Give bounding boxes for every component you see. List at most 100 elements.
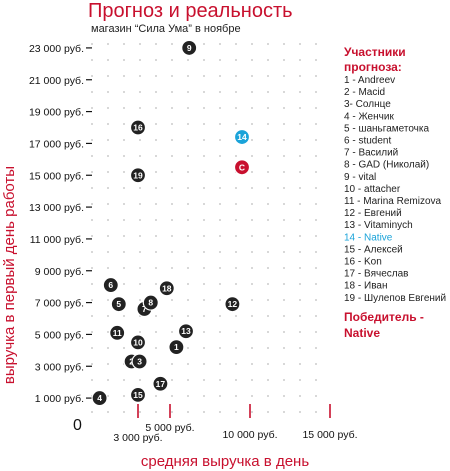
point-marker	[224, 296, 241, 313]
grid-dot	[155, 91, 157, 93]
grid-dot	[203, 251, 205, 253]
grid-dot	[91, 379, 93, 381]
grid-dot	[251, 331, 253, 333]
grid-dot	[251, 91, 253, 93]
grid-dot	[267, 187, 269, 189]
grid-dot	[203, 331, 205, 333]
origin-label: 0	[73, 417, 82, 434]
y-axis-title: выручка в первый день работы	[1, 166, 18, 384]
grid-dot	[219, 155, 221, 157]
grid-dot	[251, 75, 253, 77]
grid-dot	[123, 123, 125, 125]
grid-dot	[267, 75, 269, 77]
grid-dot	[283, 171, 285, 173]
grid-dot	[187, 379, 189, 381]
x-tick-label: 10 000 руб.	[222, 429, 277, 441]
grid-dot	[299, 267, 301, 269]
y-tick-label: 19 000 руб.	[29, 107, 84, 119]
grid-dot	[267, 363, 269, 365]
legend-item: 5 - шаньгаметочка	[344, 123, 429, 134]
legend-item: 14 - Native	[344, 232, 393, 243]
data-point-11: 11	[109, 324, 126, 341]
grid-dot	[123, 75, 125, 77]
grid-dot	[139, 187, 141, 189]
y-tick-label: 7 000 руб.	[35, 298, 84, 310]
grid-dot	[283, 43, 285, 45]
point-label: 13	[181, 326, 191, 336]
grid-dot	[203, 219, 205, 221]
grid-dot	[267, 235, 269, 237]
grid-dot	[139, 299, 141, 301]
point-marker	[181, 39, 198, 57]
grid-dot	[171, 187, 173, 189]
grid-dot	[203, 203, 205, 205]
grid-dot	[171, 411, 173, 413]
grid-dot	[107, 59, 109, 61]
grid-dot	[155, 331, 157, 333]
grid-dot	[139, 107, 141, 109]
point-label: 10	[133, 337, 143, 347]
grid-dot	[91, 75, 93, 77]
winner-line1: Победитель -	[344, 310, 424, 324]
point-label: 17	[156, 379, 166, 389]
grid-dot	[203, 107, 205, 109]
grid-dot	[235, 107, 237, 109]
legend-item: 17 - Вячеслав	[344, 269, 408, 280]
grid-dot	[219, 219, 221, 221]
grid-dot	[219, 379, 221, 381]
grid-dot	[299, 219, 301, 221]
data-point-17: 17	[152, 375, 169, 392]
point-label: 1	[174, 342, 179, 352]
grid-dot	[107, 267, 109, 269]
grid-dot	[123, 91, 125, 93]
y-tick-label: 23 000 руб.	[29, 43, 84, 55]
grid-dot	[219, 267, 221, 269]
grid-dot	[235, 187, 237, 189]
point-marker	[129, 167, 147, 184]
grid-dot	[171, 139, 173, 141]
grid-dot	[235, 43, 237, 45]
grid-dot	[251, 267, 253, 269]
grid-dot	[107, 155, 109, 157]
grid-dot	[139, 411, 141, 413]
grid-dot	[251, 251, 253, 253]
grid-dot	[299, 75, 301, 77]
grid-dot	[155, 251, 157, 253]
x-axis-title: средняя выручка в день	[141, 453, 309, 470]
grid-dot	[91, 331, 93, 333]
y-tick-label: 5 000 руб.	[35, 329, 84, 341]
grid-dot	[219, 75, 221, 77]
point-marker	[177, 323, 195, 340]
point-marker	[158, 280, 175, 297]
grid-dot	[171, 107, 173, 109]
grid-dot	[235, 251, 237, 253]
grid-dot	[139, 267, 141, 269]
grid-dot	[235, 411, 237, 413]
grid-dot	[155, 107, 157, 109]
grid-dot	[107, 395, 109, 397]
grid-dot	[123, 267, 125, 269]
grid-dot	[283, 91, 285, 93]
grid-dot	[299, 203, 301, 205]
grid-dot	[219, 251, 221, 253]
grid-dot	[155, 347, 157, 349]
grid-dot	[139, 203, 141, 205]
grid-dot	[91, 203, 93, 205]
grid-dot	[91, 347, 93, 349]
grid-dot	[123, 315, 125, 317]
grid-dot	[187, 187, 189, 189]
grid-dot	[123, 235, 125, 237]
grid-dot	[267, 203, 269, 205]
grid-dot	[107, 363, 109, 365]
x-tick-label: 15 000 руб.	[302, 429, 357, 441]
grid-dot	[315, 43, 317, 45]
point-marker	[152, 375, 169, 392]
grid-dot	[187, 347, 189, 349]
grid-dot	[155, 315, 157, 317]
grid-dot	[139, 219, 141, 221]
grid-dot	[203, 347, 205, 349]
grid-dot	[267, 331, 269, 333]
point-label: 8	[148, 298, 153, 308]
grid-dot	[267, 379, 269, 381]
